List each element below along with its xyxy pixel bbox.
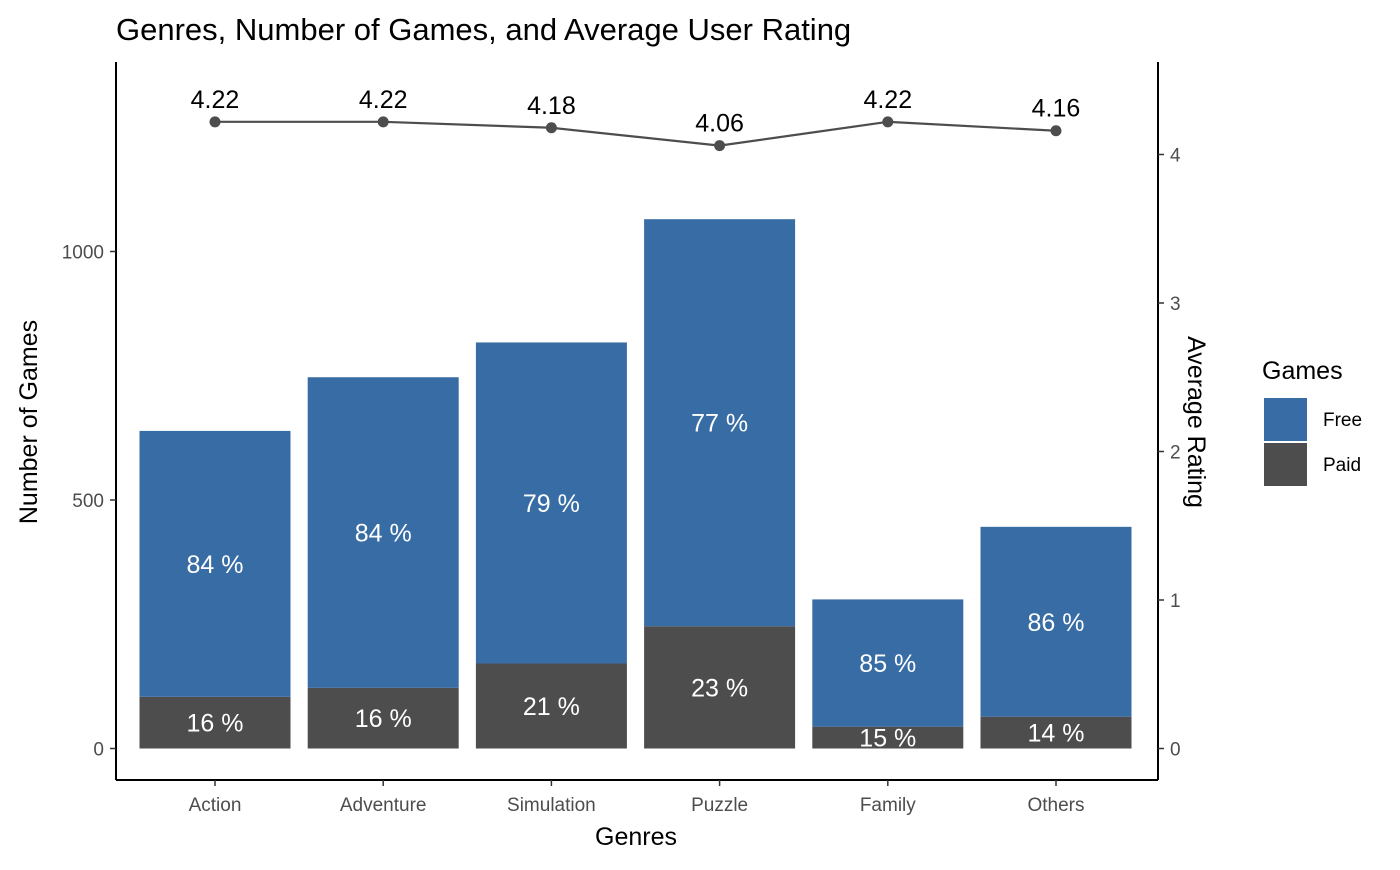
bar-free-others — [980, 526, 1132, 717]
axes-layer: 0 500 1000 0 1 2 3 4 Action Adventure Simulation Pu… — [62, 62, 1181, 816]
x-tick-label-action: Action — [189, 795, 242, 816]
bar-paid-adventure — [307, 687, 459, 749]
rating-label-family: 4.22 — [863, 86, 912, 114]
x-tick-label-simulation: Simulation — [507, 795, 596, 816]
x-axis-title: Genres — [595, 823, 677, 851]
rating-point-others — [1050, 125, 1062, 137]
rating-line — [215, 120, 1057, 147]
x-tick-label-family: Family — [860, 795, 916, 816]
bar-paid-others — [980, 716, 1132, 749]
bar-free-family — [812, 599, 964, 727]
y-tick-label-500: 500 — [72, 491, 104, 512]
y-tick-label-1000: 1000 — [62, 243, 104, 264]
legend-title: Games — [1262, 357, 1343, 385]
legend-label-paid: Paid — [1323, 455, 1361, 476]
bar-free-adventure — [307, 377, 459, 688]
rating-point-adventure — [377, 116, 389, 128]
rating-label-others: 4.16 — [1032, 95, 1081, 123]
y-axis-title: Number of Games — [15, 320, 43, 524]
bar-label-paid-family: 15 % — [859, 725, 916, 753]
bar-paid-action — [139, 696, 291, 749]
rating-point-puzzle — [714, 140, 726, 152]
chart-title: Genres, Number of Games, and Average Use… — [116, 12, 851, 47]
y2-tick-label-0: 0 — [1170, 740, 1181, 761]
rating-label-adventure: 4.22 — [359, 86, 408, 114]
y2-tick-label-1: 1 — [1170, 591, 1181, 612]
rating-label-simulation: 4.18 — [527, 92, 576, 120]
bar-percentage-labels: 16 % 84 % 16 % 84 % 21 % 79 % 23 % 77 % 15 % 85 %… — [187, 410, 1085, 753]
rating-label-puzzle: 4.06 — [695, 110, 744, 138]
bar-label-free-simulation: 79 % — [523, 490, 580, 518]
bar-paid-puzzle — [644, 626, 796, 749]
bar-label-paid-puzzle: 23 % — [691, 674, 748, 702]
x-tick-label-others: Others — [1027, 795, 1084, 816]
x-tick-label-adventure: Adventure — [340, 795, 427, 816]
x-tick-label-puzzle: Puzzle — [691, 795, 748, 816]
bar-free-puzzle — [644, 219, 796, 627]
bar-paid-family — [812, 726, 964, 749]
legend: Games Free Paid — [1262, 357, 1362, 486]
bar-label-free-others: 86 % — [1028, 609, 1085, 637]
bar-label-paid-simulation: 21 % — [523, 693, 580, 721]
bar-label-free-action: 84 % — [187, 551, 244, 579]
bar-paid-simulation — [475, 663, 627, 749]
legend-swatch-free — [1264, 398, 1307, 441]
legend-label-free: Free — [1323, 410, 1362, 431]
bar-label-free-adventure: 84 % — [355, 520, 412, 548]
bar-label-paid-action: 16 % — [187, 710, 244, 738]
bar-label-paid-others: 14 % — [1028, 720, 1085, 748]
bars-layer — [139, 219, 1132, 749]
y2-tick-label-2: 2 — [1170, 443, 1181, 464]
bar-label-paid-adventure: 16 % — [355, 705, 412, 733]
rating-point-simulation — [545, 122, 557, 134]
rating-label-action: 4.22 — [191, 86, 240, 114]
y2-tick-label-3: 3 — [1170, 294, 1181, 315]
legend-swatch-paid — [1264, 443, 1307, 486]
rating-point-action — [209, 116, 221, 128]
bar-label-free-puzzle: 77 % — [691, 410, 748, 438]
bar-free-simulation — [475, 342, 627, 664]
bar-free-action — [139, 430, 291, 697]
rating-point-family — [882, 116, 894, 128]
bar-label-free-family: 85 % — [859, 650, 916, 678]
y2-tick-label-4: 4 — [1170, 146, 1181, 167]
y-tick-label-0: 0 — [93, 740, 104, 761]
rating-line-layer: 4.22 4.22 4.18 4.06 4.22 4.16 — [191, 86, 1081, 152]
secondary-y-axis-title: Average Rating — [1182, 336, 1210, 508]
